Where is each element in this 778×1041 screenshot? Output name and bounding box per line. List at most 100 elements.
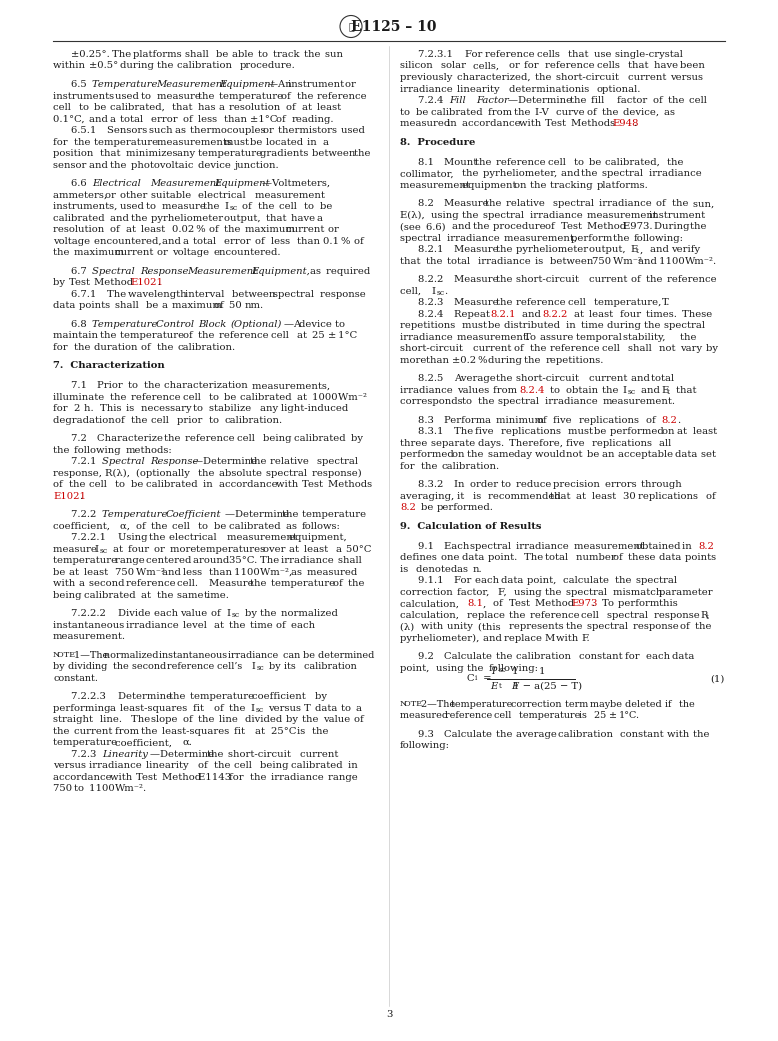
Text: current: current — [115, 248, 156, 257]
Text: during: during — [121, 61, 157, 71]
Text: for: for — [524, 61, 542, 71]
Text: I: I — [250, 704, 254, 713]
Text: cell: cell — [172, 522, 193, 531]
Text: Repeat: Repeat — [454, 310, 493, 319]
Text: the: the — [646, 275, 666, 284]
Text: 8.2.1: 8.2.1 — [418, 246, 451, 254]
Text: 1: 1 — [538, 667, 545, 676]
Text: Electrical: Electrical — [92, 179, 144, 188]
Text: to: to — [79, 103, 92, 112]
Text: OTE: OTE — [405, 700, 425, 708]
Text: as: as — [292, 567, 306, 577]
Text: not: not — [566, 450, 586, 459]
Text: to: to — [501, 480, 514, 489]
Text: as: as — [664, 107, 678, 117]
Text: 8.2: 8.2 — [698, 542, 713, 551]
Text: 7.2.4: 7.2.4 — [418, 96, 448, 105]
Text: cells: cells — [597, 61, 623, 71]
Text: used: used — [341, 126, 367, 135]
Text: the: the — [680, 333, 699, 341]
Text: reference: reference — [545, 61, 598, 71]
Text: the: the — [302, 715, 321, 725]
Text: is: is — [296, 727, 308, 736]
Text: 7.2.3: 7.2.3 — [71, 750, 101, 759]
Text: divided: divided — [245, 715, 286, 725]
Text: Spectral: Spectral — [92, 266, 138, 276]
Text: using: using — [436, 664, 467, 672]
Text: reading.: reading. — [292, 115, 334, 124]
Text: the: the — [53, 727, 72, 736]
Text: response,: response, — [53, 468, 105, 478]
Text: with: with — [276, 480, 301, 489]
Text: verify: verify — [671, 246, 703, 254]
Text: one: one — [441, 554, 463, 562]
Text: electrical: electrical — [170, 533, 220, 542]
Text: 8.2.4: 8.2.4 — [418, 310, 451, 319]
Text: and: and — [89, 160, 111, 170]
Text: has: has — [198, 103, 219, 112]
Text: reference: reference — [550, 345, 603, 353]
Text: Each: Each — [444, 542, 472, 551]
Text: the: the — [692, 730, 713, 739]
Text: current: current — [589, 374, 631, 383]
Text: calibration.: calibration. — [224, 415, 282, 425]
Text: than: than — [224, 115, 251, 124]
Text: least: least — [141, 225, 168, 234]
Text: the: the — [100, 331, 119, 340]
Text: of: of — [115, 415, 128, 425]
Text: procedure.: procedure. — [240, 61, 296, 71]
Text: calibration: calibration — [177, 61, 236, 71]
Text: pyrheliometer,: pyrheliometer, — [483, 170, 560, 178]
Text: collimator,: collimator, — [400, 170, 457, 178]
Text: (this: (this — [478, 623, 503, 632]
Text: the: the — [141, 727, 161, 736]
Text: M: M — [545, 634, 559, 643]
Text: the: the — [131, 415, 150, 425]
Text: Measurement: Measurement — [156, 80, 229, 88]
Text: as: as — [310, 266, 324, 276]
Text: encountered.: encountered. — [214, 248, 281, 257]
Text: of: of — [242, 202, 255, 211]
Text: constant: constant — [620, 730, 667, 739]
Text: or: or — [263, 126, 277, 135]
Text: I: I — [226, 609, 230, 618]
Text: be: be — [594, 427, 610, 436]
Text: reference: reference — [445, 711, 495, 720]
Text: constant.: constant. — [53, 674, 98, 683]
Text: Methods: Methods — [571, 119, 619, 128]
Text: I: I — [94, 544, 99, 554]
Text: Method: Method — [162, 772, 204, 782]
Text: minimum: minimum — [496, 415, 547, 425]
Text: by: by — [53, 662, 68, 671]
Text: duration: duration — [94, 342, 141, 352]
Text: irradiance: irradiance — [530, 210, 586, 220]
Text: cell: cell — [183, 392, 204, 402]
Text: or: or — [156, 248, 170, 257]
Text: the: the — [260, 609, 280, 618]
Text: second: second — [132, 662, 170, 671]
Text: Temperature: Temperature — [92, 320, 160, 329]
Text: performed.: performed. — [436, 503, 493, 512]
Text: would: would — [534, 450, 569, 459]
Text: the: the — [667, 158, 686, 167]
Text: The: The — [261, 556, 282, 565]
Text: the: the — [581, 170, 601, 178]
Text: the: the — [509, 611, 528, 620]
Text: that: that — [628, 61, 652, 71]
Text: be: be — [421, 503, 436, 512]
Text: calibration.: calibration. — [177, 342, 236, 352]
Text: calibrated: calibrated — [146, 480, 201, 489]
Text: —Determine: —Determine — [150, 750, 217, 759]
Text: =: = — [480, 675, 492, 683]
Text: Test: Test — [545, 119, 569, 128]
Text: 35°C.: 35°C. — [230, 556, 261, 565]
Text: cell: cell — [494, 711, 515, 720]
Text: E1021: E1021 — [131, 278, 163, 287]
Text: ammeters,: ammeters, — [53, 191, 110, 200]
Text: 7.2.3.1: 7.2.3.1 — [418, 50, 461, 59]
Text: temperature: temperature — [219, 92, 286, 101]
Text: spectral: spectral — [265, 468, 310, 478]
Text: E: E — [662, 386, 669, 395]
Text: the: the — [203, 202, 223, 211]
Text: must: must — [569, 427, 597, 436]
